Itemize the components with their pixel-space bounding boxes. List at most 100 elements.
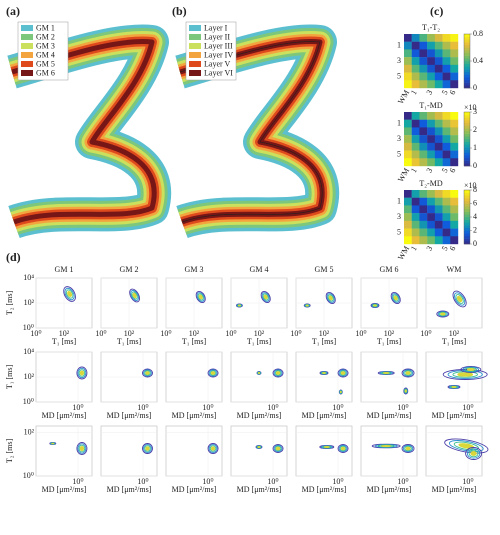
matrix-cell xyxy=(450,80,458,88)
column-title: WM xyxy=(447,265,462,274)
contour-panel: 10⁰MD [μm²/ms] xyxy=(296,426,352,494)
matrix-cell xyxy=(412,65,420,73)
matrix-cell xyxy=(435,73,443,81)
colorbar-tick-label: 6 xyxy=(473,198,477,207)
matrix-cell xyxy=(404,190,412,198)
matrix-cell xyxy=(443,158,451,166)
legend-swatch xyxy=(189,52,201,58)
contour xyxy=(146,372,149,375)
matrix-cell xyxy=(450,65,458,73)
row-label: 1 xyxy=(397,118,401,127)
panel-label: (c) xyxy=(430,4,443,18)
colorbar-segment xyxy=(464,117,470,120)
matrix-cell xyxy=(443,213,451,221)
matrix-cell xyxy=(404,151,412,159)
matrix-cell xyxy=(404,205,412,213)
matrix-cell xyxy=(412,57,420,65)
x-axis-label: MD [μm²/ms] xyxy=(107,411,152,420)
matrix-cell xyxy=(435,112,443,120)
colorbar-segment xyxy=(464,115,470,118)
matrix-cell xyxy=(404,112,412,120)
col-label: 3 xyxy=(425,166,435,174)
x-axis-label: MD [μm²/ms] xyxy=(237,485,282,494)
matrix-cell xyxy=(443,127,451,135)
column-title: GM 4 xyxy=(250,265,269,274)
matrix-cell xyxy=(404,42,412,50)
matrix-cell xyxy=(419,236,427,244)
x-tick-label: 10⁰ xyxy=(30,329,41,338)
legend: GM 1GM 2GM 3GM 4GM 5GM 6 xyxy=(18,22,68,80)
column-title: GM 1 xyxy=(55,265,74,274)
matrix-cell xyxy=(419,73,427,81)
row-label: 1 xyxy=(397,40,401,49)
contour xyxy=(383,372,388,373)
contour xyxy=(467,368,474,370)
colorbar-segment xyxy=(464,80,470,83)
colorbar-segment xyxy=(464,37,470,40)
matrix-cell xyxy=(427,34,435,42)
matrix-cell xyxy=(404,73,412,81)
matrix-cell xyxy=(412,135,420,143)
matrix-cell xyxy=(450,143,458,151)
colorbar-tick-label: 2 xyxy=(473,225,477,234)
matrix-cell xyxy=(404,221,412,229)
colorbar-segment xyxy=(464,139,470,142)
matrix-cell xyxy=(404,135,412,143)
y-tick-label: 10² xyxy=(24,427,35,436)
col-label: 1 xyxy=(409,166,419,174)
legend-label: GM 5 xyxy=(36,59,55,68)
legend-swatch xyxy=(189,43,201,49)
row-label: 5 xyxy=(397,71,401,80)
matrix-cell xyxy=(412,198,420,206)
column-title: GM 2 xyxy=(120,265,139,274)
matrix-cell xyxy=(427,112,435,120)
matrix-cell xyxy=(427,229,435,237)
x-axis-label: T₁ [ms] xyxy=(377,337,402,346)
matrix-cell xyxy=(412,229,420,237)
colorbar-segment xyxy=(464,136,470,139)
matrix-cell xyxy=(404,120,412,128)
x-axis-label: T₁ [ms] xyxy=(312,337,337,346)
matrix-cell xyxy=(427,213,435,221)
colorbar-segment xyxy=(464,158,470,161)
x-axis-label: T₁ [ms] xyxy=(442,337,467,346)
contour xyxy=(276,372,279,375)
matrix-cell xyxy=(450,198,458,206)
matrix-cell xyxy=(427,143,435,151)
matrix-cell xyxy=(450,158,458,166)
colorbar-segment xyxy=(464,190,470,193)
matrix-cell xyxy=(427,120,435,128)
x-axis-label: MD [μm²/ms] xyxy=(237,411,282,420)
matrix-cell xyxy=(419,205,427,213)
matrix-cell xyxy=(404,65,412,73)
matrix-cell xyxy=(427,205,435,213)
matrix-cell xyxy=(435,80,443,88)
matrix-cell xyxy=(443,221,451,229)
contour xyxy=(406,372,410,375)
matrix-cell xyxy=(412,151,420,159)
x-axis-label: MD [μm²/ms] xyxy=(432,411,477,420)
x-axis-label: MD [μm²/ms] xyxy=(302,411,347,420)
matrix-cell xyxy=(443,73,451,81)
contour xyxy=(258,372,259,373)
colorbar-segment xyxy=(464,48,470,51)
legend-swatch xyxy=(21,43,33,49)
legend-label: GM 3 xyxy=(36,41,55,50)
matrix-cell xyxy=(443,80,451,88)
colorbar-segment xyxy=(464,161,470,164)
colorbar-segment xyxy=(464,198,470,201)
matrix-cell xyxy=(412,42,420,50)
contour-panel: 10⁰MD [μm²/ms] xyxy=(101,426,157,494)
legend-swatch xyxy=(189,70,201,76)
matrix-cell xyxy=(412,190,420,198)
legend-label: Layer III xyxy=(204,41,233,50)
y-tick-label: 10² xyxy=(24,372,35,381)
contour-panel: 10⁰MD [μm²/ms] xyxy=(231,426,287,494)
legend-label: Layer V xyxy=(204,59,231,68)
contour-panel: 10⁰10²10⁴10⁰MD [μm²/ms] xyxy=(23,347,92,420)
colorbar-tick-label: 0 xyxy=(473,161,477,170)
x-tick-label: 10⁰ xyxy=(95,329,106,338)
contour xyxy=(52,443,54,444)
matrix-cell xyxy=(450,135,458,143)
matrix-cell xyxy=(450,213,458,221)
